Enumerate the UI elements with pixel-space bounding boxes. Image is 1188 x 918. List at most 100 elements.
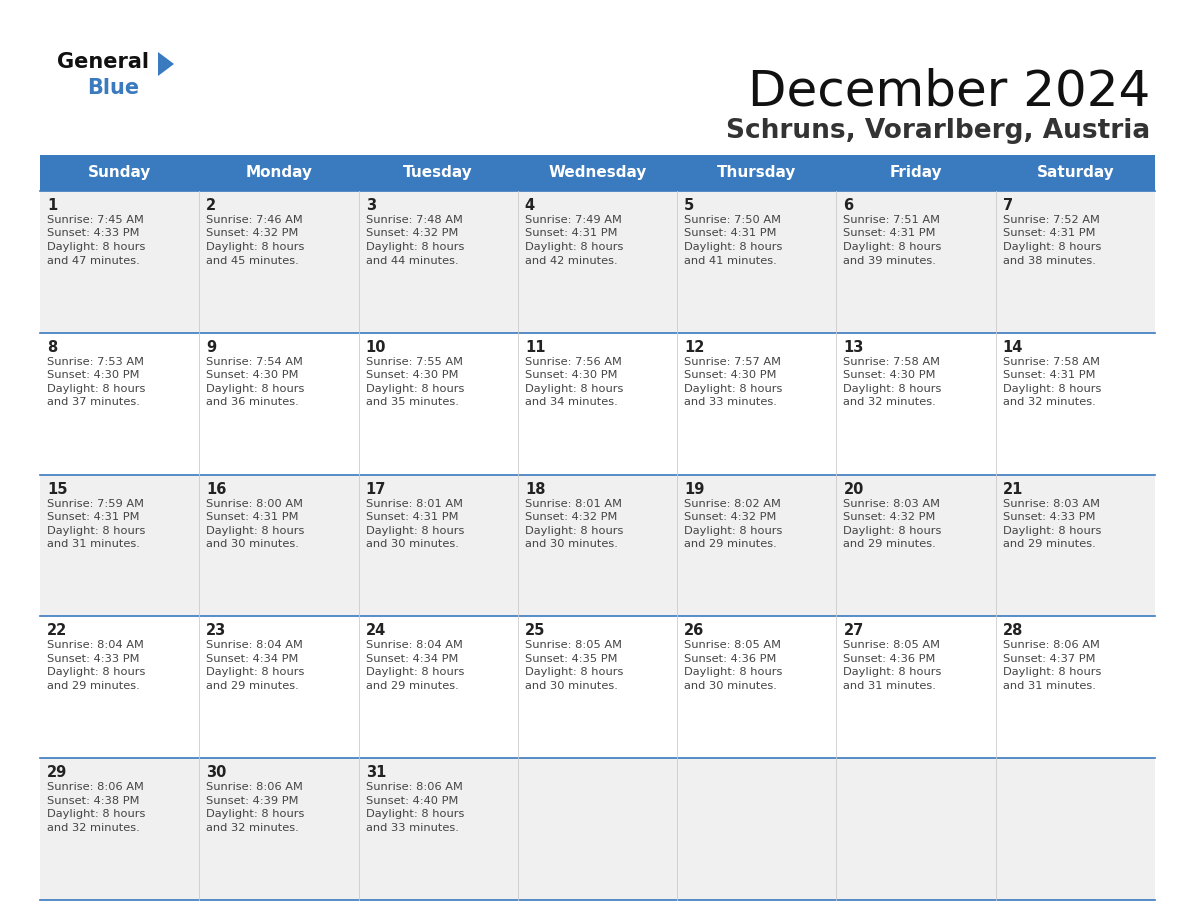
- Text: and 29 minutes.: and 29 minutes.: [843, 539, 936, 549]
- Text: 2: 2: [207, 198, 216, 213]
- Text: Daylight: 8 hours: Daylight: 8 hours: [48, 809, 145, 819]
- Bar: [40, 475, 1155, 616]
- Text: 31: 31: [366, 766, 386, 780]
- Text: 23: 23: [207, 623, 227, 638]
- Text: Daylight: 8 hours: Daylight: 8 hours: [525, 526, 624, 535]
- Text: and 44 minutes.: and 44 minutes.: [366, 255, 459, 265]
- Text: Daylight: 8 hours: Daylight: 8 hours: [684, 384, 783, 394]
- Text: Sunrise: 7:56 AM: Sunrise: 7:56 AM: [525, 357, 621, 367]
- Text: Daylight: 8 hours: Daylight: 8 hours: [843, 242, 942, 252]
- Text: Sunset: 4:30 PM: Sunset: 4:30 PM: [366, 370, 459, 380]
- Text: Sunset: 4:40 PM: Sunset: 4:40 PM: [366, 796, 457, 806]
- Text: Sunrise: 8:04 AM: Sunrise: 8:04 AM: [207, 641, 303, 650]
- Text: Daylight: 8 hours: Daylight: 8 hours: [366, 384, 465, 394]
- Text: Sunrise: 8:05 AM: Sunrise: 8:05 AM: [843, 641, 941, 650]
- Text: and 32 minutes.: and 32 minutes.: [48, 823, 140, 833]
- Text: Wednesday: Wednesday: [549, 165, 646, 181]
- Text: and 31 minutes.: and 31 minutes.: [843, 681, 936, 691]
- Text: 19: 19: [684, 482, 704, 497]
- Text: Friday: Friday: [890, 165, 942, 181]
- Text: and 42 minutes.: and 42 minutes.: [525, 255, 618, 265]
- Text: Sunset: 4:30 PM: Sunset: 4:30 PM: [207, 370, 299, 380]
- Text: Monday: Monday: [246, 165, 312, 181]
- Text: and 32 minutes.: and 32 minutes.: [843, 397, 936, 408]
- Text: Sunset: 4:32 PM: Sunset: 4:32 PM: [366, 229, 457, 239]
- Bar: [40, 616, 1155, 758]
- Text: and 45 minutes.: and 45 minutes.: [207, 255, 299, 265]
- Text: 22: 22: [48, 623, 68, 638]
- Text: Sunset: 4:30 PM: Sunset: 4:30 PM: [843, 370, 936, 380]
- Text: 8: 8: [48, 340, 57, 354]
- Text: and 30 minutes.: and 30 minutes.: [684, 681, 777, 691]
- Text: Sunset: 4:31 PM: Sunset: 4:31 PM: [366, 512, 459, 522]
- Text: Sunrise: 8:02 AM: Sunrise: 8:02 AM: [684, 498, 781, 509]
- Text: 28: 28: [1003, 623, 1023, 638]
- Text: and 29 minutes.: and 29 minutes.: [684, 539, 777, 549]
- Text: Schruns, Vorarlberg, Austria: Schruns, Vorarlberg, Austria: [726, 118, 1150, 144]
- Text: and 30 minutes.: and 30 minutes.: [207, 539, 299, 549]
- Text: Tuesday: Tuesday: [404, 165, 473, 181]
- Text: and 38 minutes.: and 38 minutes.: [1003, 255, 1095, 265]
- Text: 21: 21: [1003, 482, 1023, 497]
- Text: and 29 minutes.: and 29 minutes.: [48, 681, 140, 691]
- Text: Sunrise: 8:06 AM: Sunrise: 8:06 AM: [48, 782, 144, 792]
- Text: Sunset: 4:30 PM: Sunset: 4:30 PM: [684, 370, 777, 380]
- Text: Daylight: 8 hours: Daylight: 8 hours: [525, 242, 624, 252]
- Text: Sunrise: 8:01 AM: Sunrise: 8:01 AM: [525, 498, 621, 509]
- Text: Sunrise: 7:57 AM: Sunrise: 7:57 AM: [684, 357, 782, 367]
- Text: Daylight: 8 hours: Daylight: 8 hours: [207, 667, 304, 677]
- Text: Sunrise: 8:03 AM: Sunrise: 8:03 AM: [1003, 498, 1100, 509]
- Text: and 29 minutes.: and 29 minutes.: [207, 681, 299, 691]
- Text: Sunrise: 7:46 AM: Sunrise: 7:46 AM: [207, 215, 303, 225]
- Text: Sunrise: 7:50 AM: Sunrise: 7:50 AM: [684, 215, 782, 225]
- Text: Blue: Blue: [87, 78, 139, 98]
- Text: Sunset: 4:31 PM: Sunset: 4:31 PM: [684, 229, 777, 239]
- Text: Sunset: 4:30 PM: Sunset: 4:30 PM: [48, 370, 139, 380]
- Text: and 47 minutes.: and 47 minutes.: [48, 255, 140, 265]
- Text: Sunset: 4:32 PM: Sunset: 4:32 PM: [525, 512, 618, 522]
- Text: Thursday: Thursday: [718, 165, 796, 181]
- Text: 1: 1: [48, 198, 57, 213]
- Text: and 29 minutes.: and 29 minutes.: [366, 681, 459, 691]
- Text: Sunset: 4:39 PM: Sunset: 4:39 PM: [207, 796, 299, 806]
- Text: 30: 30: [207, 766, 227, 780]
- Text: Sunrise: 8:06 AM: Sunrise: 8:06 AM: [366, 782, 462, 792]
- Text: Sunday: Sunday: [88, 165, 151, 181]
- Text: 10: 10: [366, 340, 386, 354]
- Text: Sunrise: 8:06 AM: Sunrise: 8:06 AM: [207, 782, 303, 792]
- Text: 16: 16: [207, 482, 227, 497]
- Text: 26: 26: [684, 623, 704, 638]
- Text: and 29 minutes.: and 29 minutes.: [1003, 539, 1095, 549]
- Text: Daylight: 8 hours: Daylight: 8 hours: [1003, 667, 1101, 677]
- Text: 5: 5: [684, 198, 695, 213]
- Text: Sunset: 4:36 PM: Sunset: 4:36 PM: [684, 654, 777, 664]
- Text: Sunrise: 8:03 AM: Sunrise: 8:03 AM: [843, 498, 941, 509]
- Text: 9: 9: [207, 340, 216, 354]
- Text: Sunrise: 7:58 AM: Sunrise: 7:58 AM: [1003, 357, 1100, 367]
- Text: 27: 27: [843, 623, 864, 638]
- Text: Sunrise: 8:04 AM: Sunrise: 8:04 AM: [366, 641, 462, 650]
- Text: Daylight: 8 hours: Daylight: 8 hours: [366, 809, 465, 819]
- Text: Sunset: 4:37 PM: Sunset: 4:37 PM: [1003, 654, 1095, 664]
- Text: 29: 29: [48, 766, 68, 780]
- Text: Sunset: 4:35 PM: Sunset: 4:35 PM: [525, 654, 618, 664]
- Text: Sunset: 4:31 PM: Sunset: 4:31 PM: [207, 512, 299, 522]
- Text: Sunset: 4:32 PM: Sunset: 4:32 PM: [843, 512, 936, 522]
- Text: Daylight: 8 hours: Daylight: 8 hours: [843, 384, 942, 394]
- Text: Sunrise: 7:48 AM: Sunrise: 7:48 AM: [366, 215, 462, 225]
- Text: Sunset: 4:34 PM: Sunset: 4:34 PM: [207, 654, 298, 664]
- Text: Daylight: 8 hours: Daylight: 8 hours: [207, 526, 304, 535]
- Text: and 31 minutes.: and 31 minutes.: [1003, 681, 1095, 691]
- Text: Daylight: 8 hours: Daylight: 8 hours: [525, 384, 624, 394]
- Text: Daylight: 8 hours: Daylight: 8 hours: [1003, 526, 1101, 535]
- Text: Sunrise: 7:54 AM: Sunrise: 7:54 AM: [207, 357, 303, 367]
- Text: Sunrise: 7:58 AM: Sunrise: 7:58 AM: [843, 357, 941, 367]
- Text: Sunset: 4:30 PM: Sunset: 4:30 PM: [525, 370, 618, 380]
- Text: Sunset: 4:33 PM: Sunset: 4:33 PM: [1003, 512, 1095, 522]
- Text: Sunrise: 8:00 AM: Sunrise: 8:00 AM: [207, 498, 303, 509]
- Text: 14: 14: [1003, 340, 1023, 354]
- Text: Daylight: 8 hours: Daylight: 8 hours: [843, 667, 942, 677]
- Text: Sunrise: 8:06 AM: Sunrise: 8:06 AM: [1003, 641, 1100, 650]
- Text: Sunrise: 7:59 AM: Sunrise: 7:59 AM: [48, 498, 144, 509]
- Text: Sunset: 4:32 PM: Sunset: 4:32 PM: [684, 512, 777, 522]
